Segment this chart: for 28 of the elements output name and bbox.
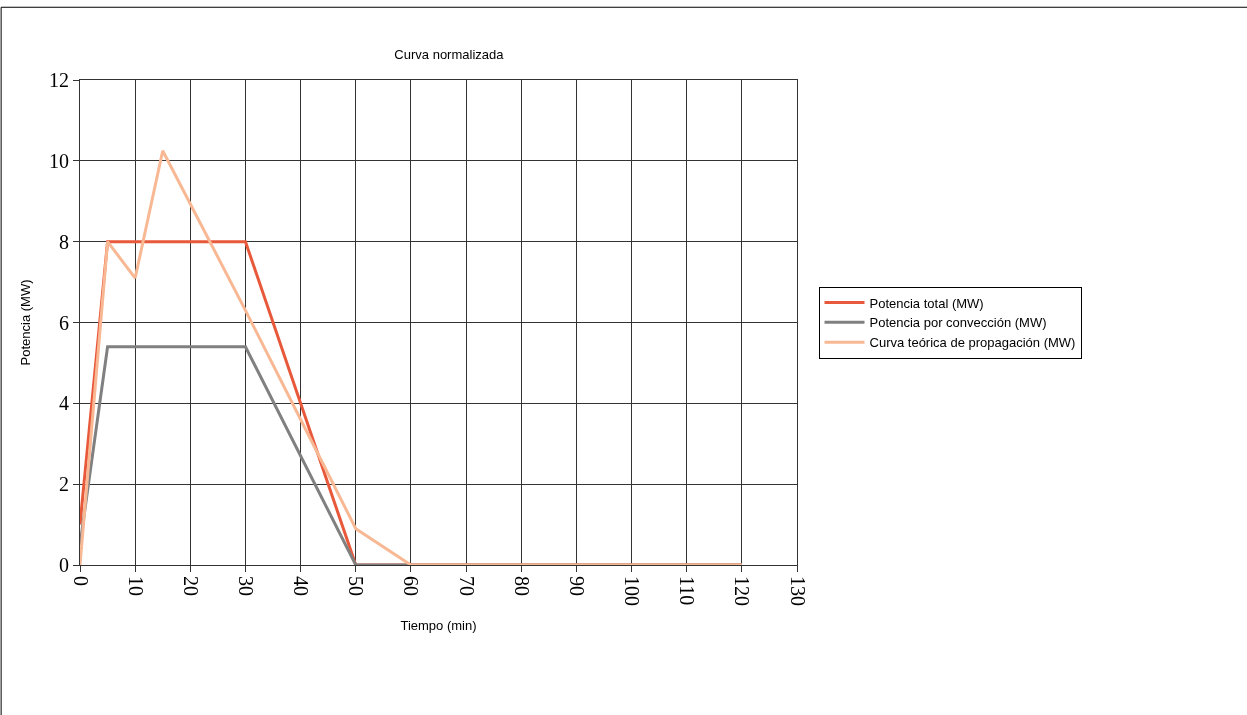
y-axis-title: Potencia (MW): [17, 279, 33, 366]
x-tick-label: 120: [731, 576, 754, 606]
x-tick-label: 0: [69, 576, 92, 586]
y-tick-label: 8: [59, 230, 69, 253]
x-tick-label: 80: [510, 576, 533, 596]
x-tick-label: 30: [234, 576, 257, 596]
x-tick-label: 110: [676, 576, 699, 606]
y-tick-label: 6: [59, 311, 69, 334]
x-tick-label: 130: [786, 576, 809, 606]
legend-label: Curva teórica de propagación (MW): [869, 335, 1076, 351]
x-axis-title: Tiempo (min): [400, 617, 477, 633]
y-tick-label: 0: [59, 554, 69, 576]
y-tick-label: 12: [49, 69, 69, 91]
y-tick-label: 4: [59, 392, 69, 415]
x-tick-label: 70: [455, 576, 478, 596]
legend-label: Potencia total (MW): [869, 295, 984, 311]
line-series: [80, 149, 744, 565]
legend-label: Potencia por convección (MW): [869, 315, 1047, 331]
x-tick-label: 40: [290, 576, 313, 596]
x-tick-label: 90: [565, 576, 588, 596]
x-tick-label: 50: [345, 576, 368, 596]
y-tick-label: 10: [49, 149, 69, 172]
x-tick-label: 10: [124, 576, 147, 596]
x-tick-label: 20: [179, 576, 202, 596]
y-tick-label: 2: [59, 473, 69, 496]
x-tick-label: 100: [621, 576, 644, 606]
x-tick-label: 60: [400, 576, 423, 596]
chart-title: Curva normalizada: [394, 47, 505, 63]
